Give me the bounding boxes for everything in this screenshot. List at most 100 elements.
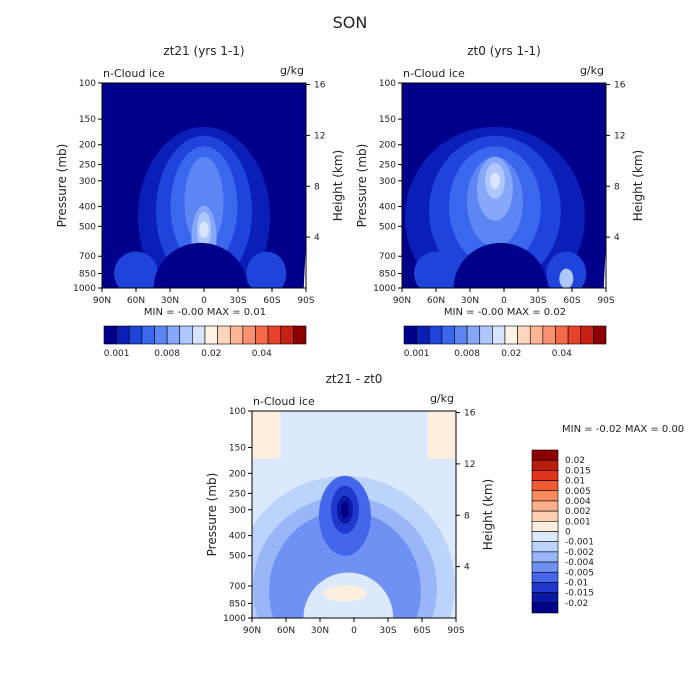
contour-field bbox=[252, 411, 456, 618]
y-tick-label: 1000 bbox=[373, 284, 396, 294]
y-tick-label: 100 bbox=[79, 79, 96, 89]
contour-level-7 bbox=[199, 221, 209, 238]
colorbar-label: 0.002 bbox=[565, 507, 591, 517]
x-tick-label: 30N bbox=[311, 626, 329, 636]
colorbar: 0.020.0150.010.0050.0040.0020.0010-0.001… bbox=[531, 449, 594, 614]
colorbar-swatch bbox=[531, 521, 559, 532]
x-tick-label: 30S bbox=[529, 296, 546, 306]
contour-level-7 bbox=[489, 172, 500, 189]
x-tick-label: 30N bbox=[161, 296, 179, 306]
min-max-label: MIN = -0.02 MAX = 0.00 bbox=[562, 424, 684, 435]
field-label: n-Cloud ice bbox=[403, 67, 465, 80]
colorbar-swatch bbox=[454, 325, 468, 345]
contour-lobe-sh bbox=[246, 251, 287, 288]
colorbar-swatch bbox=[255, 325, 269, 345]
y-axis-title: Pressure (mb) bbox=[355, 144, 369, 228]
colorbar-label: 0.001 bbox=[565, 517, 591, 527]
colorbar-swatch bbox=[531, 571, 559, 583]
colorbar-swatch bbox=[428, 325, 443, 345]
colorbar-swatch bbox=[531, 602, 559, 614]
colorbar-swatch bbox=[154, 325, 168, 345]
y-tick-label: 100 bbox=[229, 407, 246, 417]
y2-tick-label: 4 bbox=[314, 233, 320, 243]
panel-0: zt21 (yrs 1-1) n-Cloud ice g/kg 90N 60N 30N 0 3… bbox=[55, 44, 345, 359]
y-tick-label: 1000 bbox=[223, 614, 246, 624]
colorbar-label: 0.01 bbox=[565, 477, 585, 487]
y-axis-title: Pressure (mb) bbox=[205, 473, 219, 557]
colorbar-swatch bbox=[466, 325, 481, 345]
colorbar-swatch bbox=[531, 480, 559, 492]
contour-dome bbox=[153, 242, 248, 288]
colorbar-swatch bbox=[555, 325, 569, 345]
contour-field bbox=[102, 83, 306, 288]
topography-mask bbox=[603, 242, 606, 288]
contour-positive-sh bbox=[427, 411, 456, 459]
colorbar-swatch bbox=[531, 561, 559, 573]
y2-axis-title: Height (km) bbox=[331, 150, 345, 221]
y-tick-label: 700 bbox=[379, 252, 396, 262]
y-tick-label: 850 bbox=[79, 270, 96, 280]
x-tick-label: 60N bbox=[127, 296, 145, 306]
x-tick-label: 30S bbox=[379, 626, 396, 636]
colorbar-swatch bbox=[128, 325, 143, 345]
y-tick-label: 250 bbox=[379, 161, 396, 171]
colorbar-label: 0.008 bbox=[154, 349, 180, 359]
y2-tick-label: 12 bbox=[614, 131, 625, 141]
field-label: n-Cloud ice bbox=[103, 67, 165, 80]
colorbar-swatch bbox=[204, 325, 218, 345]
colorbar-swatch bbox=[531, 510, 559, 522]
contour-field bbox=[402, 83, 606, 288]
panel-2: zt21 - zt0 n-Cloud ice g/kg 90N 60N 30N 0 30S 60… bbox=[205, 372, 684, 636]
y2-tick-label: 8 bbox=[314, 182, 320, 192]
x-tick-label: 60S bbox=[563, 296, 580, 306]
colorbar-label: -0.015 bbox=[565, 589, 594, 599]
colorbar-swatch bbox=[531, 592, 559, 604]
y-tick-label: 200 bbox=[79, 141, 96, 151]
colorbar-label: 0.005 bbox=[565, 487, 591, 497]
colorbar-label: 0.02 bbox=[501, 349, 521, 359]
colorbar-label: 0.015 bbox=[565, 466, 591, 476]
y-tick-label: 200 bbox=[229, 469, 246, 479]
y2-tick-label: 8 bbox=[614, 182, 620, 192]
colorbar-swatch bbox=[504, 325, 518, 345]
x-tick-label: 30S bbox=[229, 296, 246, 306]
y-tick-label: 250 bbox=[229, 489, 246, 499]
y-tick-label: 400 bbox=[379, 202, 396, 212]
colorbar-swatch bbox=[531, 459, 559, 471]
y-tick-label: 500 bbox=[79, 222, 96, 232]
y-tick-label: 200 bbox=[379, 141, 396, 151]
colorbar-swatch bbox=[531, 449, 559, 461]
colorbar-label: -0.002 bbox=[565, 548, 594, 558]
x-tick-label: 90S bbox=[297, 296, 314, 306]
y-tick-label: 150 bbox=[79, 115, 96, 125]
units-label: g/kg bbox=[430, 392, 454, 405]
colorbar-swatch bbox=[293, 325, 307, 345]
x-tick-label: 60N bbox=[277, 626, 295, 636]
y-tick-label: 500 bbox=[229, 552, 246, 562]
colorbar-label: 0.001 bbox=[104, 349, 130, 359]
contour-positive-nh bbox=[252, 411, 281, 459]
y-tick-label: 400 bbox=[79, 202, 96, 212]
units-label: g/kg bbox=[280, 64, 304, 77]
colorbar-swatch bbox=[192, 325, 206, 345]
x-tick-label: 0 bbox=[501, 296, 507, 306]
y2-tick-label: 16 bbox=[614, 81, 626, 91]
colorbar-swatch bbox=[103, 325, 117, 345]
y-tick-label: 850 bbox=[229, 599, 246, 609]
y-tick-label: 700 bbox=[229, 582, 246, 592]
x-tick-label: 0 bbox=[201, 296, 207, 306]
colorbar-label: 0.04 bbox=[252, 349, 272, 359]
y2-axis-title: Height (km) bbox=[481, 479, 495, 550]
colorbar-label: -0.02 bbox=[565, 599, 588, 609]
contour-dome bbox=[453, 242, 548, 288]
y-tick-label: 700 bbox=[79, 252, 96, 262]
colorbar: 0.001 0.008 0.02 0.04 bbox=[103, 325, 307, 359]
y2-tick-label: 12 bbox=[464, 460, 475, 470]
min-max-label: MIN = -0.00 MAX = 0.01 bbox=[144, 307, 266, 318]
y-tick-label: 400 bbox=[229, 532, 246, 542]
colorbar-swatch bbox=[492, 325, 506, 345]
colorbar-swatch bbox=[517, 325, 531, 345]
colorbar-swatch bbox=[229, 325, 244, 345]
panel-title: zt0 (yrs 1-1) bbox=[467, 44, 541, 58]
